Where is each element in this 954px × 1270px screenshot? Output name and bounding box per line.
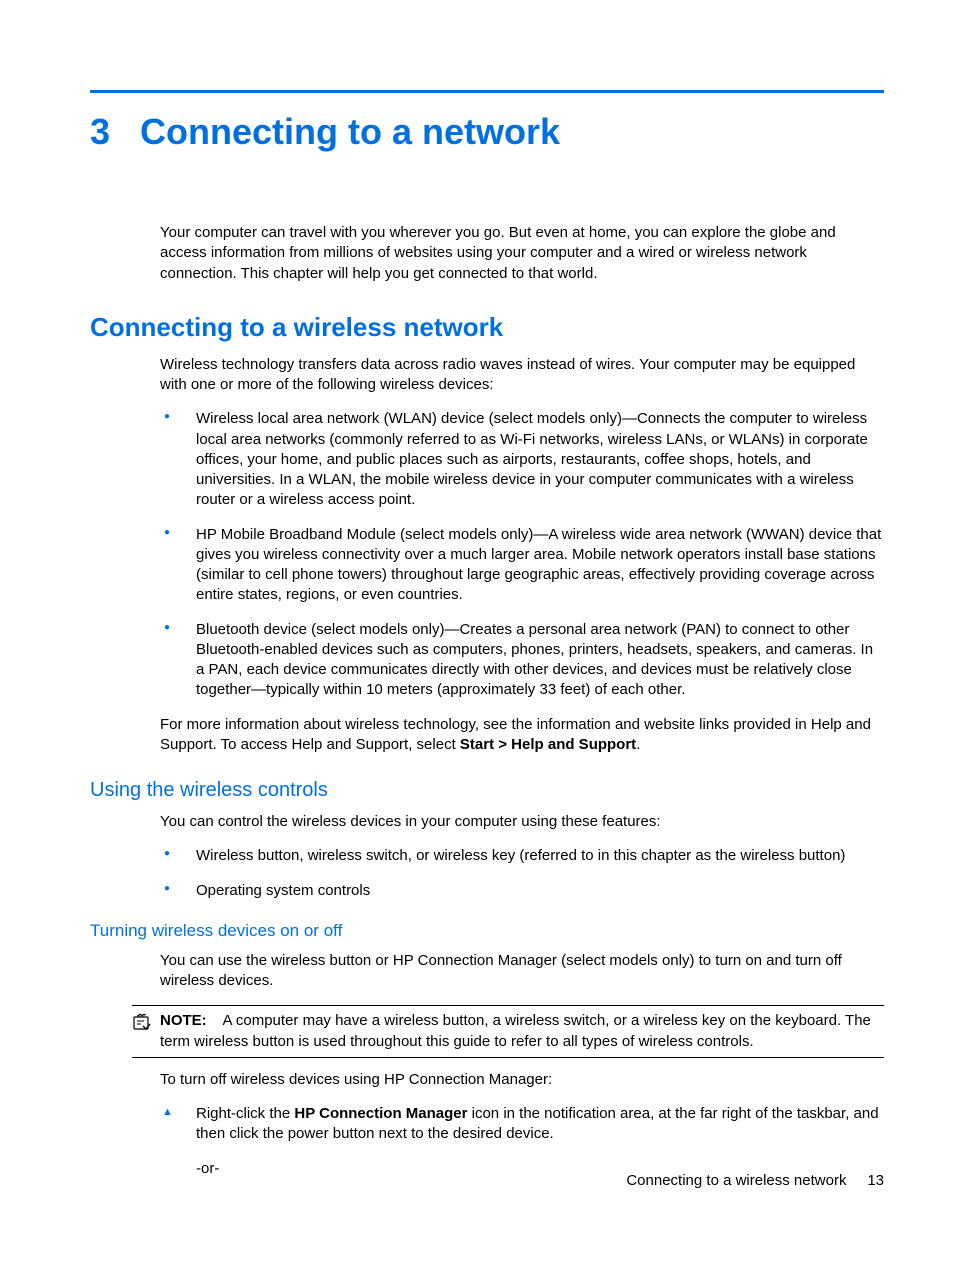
list-item: Wireless button, wireless switch, or wir… bbox=[160, 846, 884, 866]
controls-list: Wireless button, wireless switch, or wir… bbox=[160, 846, 884, 901]
section1-p2: For more information about wireless tech… bbox=[160, 715, 884, 756]
chapter-number: 3 bbox=[90, 111, 110, 153]
section-heading-controls: Using the wireless controls bbox=[90, 779, 884, 802]
section-heading-wireless: Connecting to a wireless network bbox=[90, 312, 884, 343]
bold-text: HP Connection Manager bbox=[294, 1105, 467, 1122]
or-text: -or- bbox=[196, 1160, 219, 1177]
intro-paragraph: Your computer can travel with you wherev… bbox=[160, 223, 884, 284]
note-body: A computer may have a wireless button, a… bbox=[160, 1012, 871, 1049]
footer-label: Connecting to a wireless network bbox=[626, 1172, 846, 1189]
page-footer: Connecting to a wireless network 13 bbox=[626, 1172, 884, 1189]
list-item: Wireless local area network (WLAN) devic… bbox=[160, 409, 884, 510]
chapter-title: Connecting to a network bbox=[140, 111, 560, 153]
text-run: Right-click the bbox=[196, 1105, 294, 1122]
text-run: . bbox=[636, 736, 640, 753]
wireless-devices-list: Wireless local area network (WLAN) devic… bbox=[160, 409, 884, 700]
list-item: Operating system controls bbox=[160, 881, 884, 901]
section3-p1: You can use the wireless button or HP Co… bbox=[160, 951, 884, 992]
steps-list: Right-click the HP Connection Manager ic… bbox=[160, 1104, 884, 1179]
document-page: 3 Connecting to a network Your computer … bbox=[0, 0, 954, 1253]
note-callout: NOTE: A computer may have a wireless but… bbox=[132, 1005, 884, 1058]
section-heading-turning-onoff: Turning wireless devices on or off bbox=[90, 921, 884, 941]
section1-p1: Wireless technology transfers data acros… bbox=[160, 355, 884, 396]
chapter-heading: 3 Connecting to a network bbox=[90, 111, 884, 153]
section3-p2: To turn off wireless devices using HP Co… bbox=[160, 1070, 884, 1090]
note-label: NOTE: bbox=[160, 1012, 207, 1029]
step-item: Right-click the HP Connection Manager ic… bbox=[160, 1104, 884, 1179]
section2-p1: You can control the wireless devices in … bbox=[160, 812, 884, 832]
chapter-rule bbox=[90, 90, 884, 93]
list-item: HP Mobile Broadband Module (select model… bbox=[160, 525, 884, 606]
footer-page-number: 13 bbox=[867, 1172, 884, 1189]
note-text: NOTE: A computer may have a wireless but… bbox=[160, 1011, 884, 1052]
bold-text: Start > Help and Support bbox=[460, 736, 636, 753]
list-item: Bluetooth device (select models only)—Cr… bbox=[160, 620, 884, 701]
note-icon bbox=[132, 1011, 154, 1052]
